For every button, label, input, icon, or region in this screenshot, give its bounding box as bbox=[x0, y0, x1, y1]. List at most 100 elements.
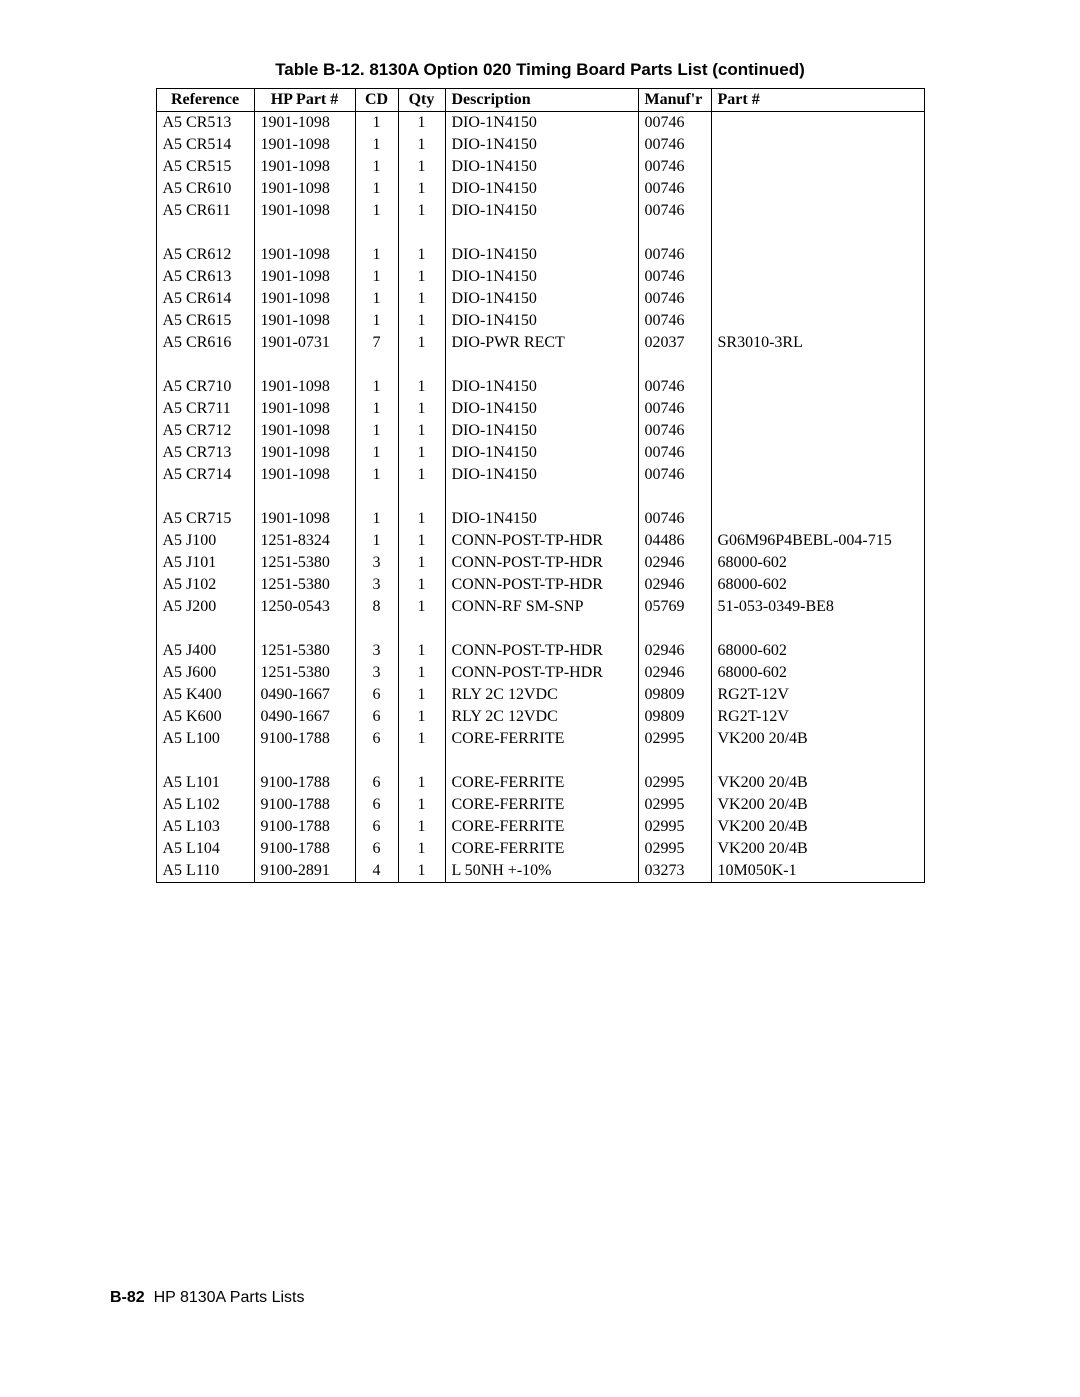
cell-description: CONN-POST-TP-HDR bbox=[445, 662, 638, 684]
cell-manufr: 02946 bbox=[638, 640, 711, 662]
cell-manufr: 00746 bbox=[638, 178, 711, 200]
cell-manufr: 02037 bbox=[638, 332, 711, 354]
cell-cd: 1 bbox=[355, 398, 398, 420]
col-reference: Reference bbox=[156, 89, 254, 112]
table-row: A5 CR7151901-109811DIO-1N415000746 bbox=[156, 508, 924, 530]
cell-description: DIO-1N4150 bbox=[445, 310, 638, 332]
cell-qty: 1 bbox=[398, 684, 445, 706]
cell-cd: 6 bbox=[355, 684, 398, 706]
cell-cd: 3 bbox=[355, 662, 398, 684]
cell-description: DIO-1N4150 bbox=[445, 288, 638, 310]
cell-description: DIO-1N4150 bbox=[445, 464, 638, 486]
cell-cd: 1 bbox=[355, 376, 398, 398]
cell-description: CONN-POST-TP-HDR bbox=[445, 552, 638, 574]
spacer-cell bbox=[711, 354, 924, 376]
cell-qty: 1 bbox=[398, 508, 445, 530]
cell-description: DIO-1N4150 bbox=[445, 200, 638, 222]
cell-reference: A5 CR614 bbox=[156, 288, 254, 310]
cell-qty: 1 bbox=[398, 288, 445, 310]
cell-reference: A5 L101 bbox=[156, 772, 254, 794]
cell-manufr: 00746 bbox=[638, 288, 711, 310]
cell-qty: 1 bbox=[398, 156, 445, 178]
cell-cd: 6 bbox=[355, 838, 398, 860]
cell-hp-part: 1901-1098 bbox=[254, 376, 355, 398]
cell-manufr: 03273 bbox=[638, 860, 711, 883]
cell-description: CONN-POST-TP-HDR bbox=[445, 574, 638, 596]
cell-qty: 1 bbox=[398, 640, 445, 662]
table-row: A5 J4001251-538031CONN-POST-TP-HDR029466… bbox=[156, 640, 924, 662]
cell-qty: 1 bbox=[398, 596, 445, 618]
cell-hp-part: 9100-1788 bbox=[254, 728, 355, 750]
cell-part-num bbox=[711, 508, 924, 530]
cell-hp-part: 9100-2891 bbox=[254, 860, 355, 883]
cell-description: DIO-1N4150 bbox=[445, 508, 638, 530]
spacer-cell bbox=[711, 222, 924, 244]
cell-qty: 1 bbox=[398, 112, 445, 135]
cell-description: DIO-1N4150 bbox=[445, 266, 638, 288]
cell-cd: 6 bbox=[355, 794, 398, 816]
cell-reference: A5 CR714 bbox=[156, 464, 254, 486]
cell-reference: A5 CR715 bbox=[156, 508, 254, 530]
col-description: Description bbox=[445, 89, 638, 112]
cell-qty: 1 bbox=[398, 200, 445, 222]
cell-cd: 1 bbox=[355, 112, 398, 135]
col-cd: CD bbox=[355, 89, 398, 112]
cell-qty: 1 bbox=[398, 662, 445, 684]
cell-hp-part: 0490-1667 bbox=[254, 706, 355, 728]
cell-reference: A5 CR712 bbox=[156, 420, 254, 442]
cell-part-num: 68000-602 bbox=[711, 574, 924, 596]
cell-hp-part: 9100-1788 bbox=[254, 816, 355, 838]
spacer-cell bbox=[398, 750, 445, 772]
cell-reference: A5 L102 bbox=[156, 794, 254, 816]
cell-part-num: 68000-602 bbox=[711, 640, 924, 662]
cell-cd: 1 bbox=[355, 310, 398, 332]
cell-hp-part: 1251-8324 bbox=[254, 530, 355, 552]
table-row: A5 CR5151901-109811DIO-1N415000746 bbox=[156, 156, 924, 178]
cell-qty: 1 bbox=[398, 266, 445, 288]
spacer-cell bbox=[254, 618, 355, 640]
spacer-cell bbox=[445, 618, 638, 640]
cell-reference: A5 L110 bbox=[156, 860, 254, 883]
cell-qty: 1 bbox=[398, 398, 445, 420]
cell-cd: 6 bbox=[355, 816, 398, 838]
spacer-cell bbox=[398, 486, 445, 508]
cell-part-num bbox=[711, 420, 924, 442]
cell-reference: A5 CR615 bbox=[156, 310, 254, 332]
cell-part-num bbox=[711, 464, 924, 486]
table-row: A5 J6001251-538031CONN-POST-TP-HDR029466… bbox=[156, 662, 924, 684]
cell-hp-part: 1250-0543 bbox=[254, 596, 355, 618]
cell-cd: 1 bbox=[355, 288, 398, 310]
cell-description: DIO-1N4150 bbox=[445, 178, 638, 200]
cell-cd: 6 bbox=[355, 706, 398, 728]
cell-cd: 1 bbox=[355, 530, 398, 552]
cell-hp-part: 0490-1667 bbox=[254, 684, 355, 706]
spacer-cell bbox=[156, 354, 254, 376]
cell-cd: 1 bbox=[355, 178, 398, 200]
cell-description: DIO-1N4150 bbox=[445, 420, 638, 442]
cell-qty: 1 bbox=[398, 706, 445, 728]
cell-part-num bbox=[711, 266, 924, 288]
cell-part-num: RG2T-12V bbox=[711, 684, 924, 706]
table-row: A5 CR7111901-109811DIO-1N415000746 bbox=[156, 398, 924, 420]
table-row: A5 CR6151901-109811DIO-1N415000746 bbox=[156, 310, 924, 332]
cell-qty: 1 bbox=[398, 816, 445, 838]
cell-qty: 1 bbox=[398, 794, 445, 816]
cell-part-num bbox=[711, 156, 924, 178]
cell-manufr: 02946 bbox=[638, 552, 711, 574]
cell-description: CONN-POST-TP-HDR bbox=[445, 530, 638, 552]
spacer-cell bbox=[355, 222, 398, 244]
cell-hp-part: 1251-5380 bbox=[254, 552, 355, 574]
cell-part-num bbox=[711, 398, 924, 420]
table-title: Table B-12. 8130A Option 020 Timing Boar… bbox=[90, 60, 990, 80]
cell-hp-part: 1901-1098 bbox=[254, 398, 355, 420]
cell-manufr: 02995 bbox=[638, 772, 711, 794]
cell-cd: 1 bbox=[355, 244, 398, 266]
cell-part-num: VK200 20/4B bbox=[711, 816, 924, 838]
cell-description: CONN-RF SM-SNP bbox=[445, 596, 638, 618]
cell-manufr: 00746 bbox=[638, 156, 711, 178]
cell-qty: 1 bbox=[398, 420, 445, 442]
col-manufr: Manuf'r bbox=[638, 89, 711, 112]
cell-description: CORE-FERRITE bbox=[445, 794, 638, 816]
cell-manufr: 02946 bbox=[638, 574, 711, 596]
table-row: A5 CR6101901-109811DIO-1N415000746 bbox=[156, 178, 924, 200]
